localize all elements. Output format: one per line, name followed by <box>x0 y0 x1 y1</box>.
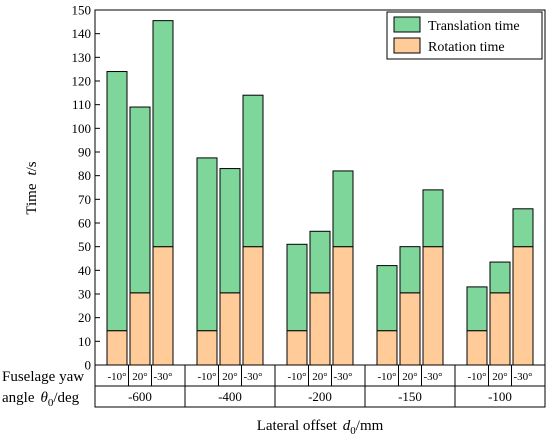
x-axis-title-unit: /mm <box>356 418 384 434</box>
bar-translation-time <box>332 170 354 248</box>
angle-label: -10° <box>107 371 126 383</box>
y-tick-label: 80 <box>78 168 91 183</box>
bar-rotation-time <box>152 246 174 366</box>
angle-label: -30° <box>243 371 262 383</box>
y-tick-label: 60 <box>78 216 91 231</box>
angle-label: 20° <box>492 371 507 383</box>
angle-label: 20° <box>222 371 237 383</box>
x-axis-title-var: d <box>343 418 351 434</box>
bar-rotation-time <box>332 246 354 366</box>
y-axis-title: Time t/s <box>24 161 40 214</box>
bar-rotation-time <box>512 246 534 366</box>
angle-label: -10° <box>377 371 396 383</box>
row-label-sub: 0 <box>48 397 54 409</box>
bar-translation-time <box>512 208 534 248</box>
group-label: -600 <box>128 389 152 404</box>
group-label: -200 <box>308 389 332 404</box>
y-tick-label: 40 <box>78 263 91 278</box>
bar-rotation-time <box>106 330 128 366</box>
y-tick-label: 110 <box>72 97 91 112</box>
angle-label: -10° <box>197 371 216 383</box>
bar-rotation-time <box>219 292 241 366</box>
bar-translation-time <box>309 230 331 294</box>
bar-translation-time <box>489 261 511 294</box>
bar-translation-time <box>129 106 151 294</box>
bar-rotation-time <box>286 330 308 366</box>
bar-translation-time <box>106 71 128 332</box>
bar-translation-time <box>242 94 264 248</box>
angle-label: 20° <box>312 371 327 383</box>
x-axis-title-sub: 0 <box>350 425 356 437</box>
row-label-pre: angle <box>2 390 35 406</box>
x-axis-title-main: Lateral offset <box>257 418 338 434</box>
category-table <box>94 364 546 408</box>
bar-rotation-time <box>399 292 421 366</box>
angle-label: 20° <box>402 371 417 383</box>
bar-rotation-time <box>309 292 331 366</box>
bars-layer <box>106 20 534 366</box>
bar-rotation-time <box>129 292 151 366</box>
angle-label: -30° <box>333 371 352 383</box>
y-tick-label: 30 <box>78 287 91 302</box>
bar-translation-time <box>152 20 174 248</box>
bar-rotation-time <box>466 330 488 366</box>
y-tick-label: 50 <box>78 239 91 254</box>
y-tick-label: 130 <box>72 50 92 65</box>
angle-labels: -10° 20° -30° -10° 20° -30° -10° 20° -30° -10° 20°… <box>107 371 532 383</box>
bar-rotation-time <box>422 246 444 366</box>
bar-translation-time <box>219 168 241 294</box>
legend-swatch-translation <box>393 16 421 33</box>
y-tick-label: 120 <box>72 74 92 89</box>
angle-label: -30° <box>513 371 532 383</box>
legend: Translation time Rotation time <box>386 11 543 60</box>
angle-label: 20° <box>132 371 147 383</box>
row-label-unit: /deg <box>53 390 79 406</box>
legend-swatch-rotation <box>393 37 421 54</box>
group-label: -150 <box>398 389 422 404</box>
row-label-line1: Fuselage yaw <box>2 369 84 385</box>
y-axis-title-main: Time <box>24 183 40 214</box>
y-tick-label: 90 <box>78 145 91 160</box>
y-tick-label: 150 <box>72 3 92 18</box>
angle-label: -10° <box>287 371 306 383</box>
angle-label: -30° <box>423 371 442 383</box>
row-label-var: θ <box>40 390 48 406</box>
legend-label-translation: Translation time <box>428 19 520 34</box>
y-tick-label: 100 <box>72 121 92 136</box>
y-axis-title-var: t <box>24 171 40 176</box>
legend-label-rotation: Rotation time <box>428 40 505 55</box>
x-axis-title: Lateral offset d0/mm <box>257 418 384 437</box>
y-tick-label: 0 <box>85 358 92 373</box>
bar-translation-time <box>466 286 488 332</box>
y-axis-title-unit: /s <box>24 161 40 171</box>
bar-translation-time <box>399 246 421 294</box>
y-tick-label: 20 <box>78 310 91 325</box>
row-label-line2: angle θ0/deg <box>2 390 80 409</box>
bar-translation-time <box>286 243 308 332</box>
bar-rotation-time <box>489 292 511 366</box>
group-labels: -600 -400 -200 -150 -100 <box>128 389 512 404</box>
bar-rotation-time <box>242 246 264 366</box>
y-tick-label: 10 <box>78 334 91 349</box>
group-label: -100 <box>488 389 512 404</box>
bar-rotation-time <box>376 330 398 366</box>
bar-rotation-time <box>196 330 218 366</box>
angle-label: -30° <box>153 371 172 383</box>
bar-translation-time <box>376 265 398 332</box>
bar-translation-time <box>196 157 218 332</box>
y-axis: 0 10 20 30 40 50 60 70 80 90 100 110 120 130 140 150 <box>72 3 100 373</box>
group-label: -400 <box>218 389 242 404</box>
angle-label: -10° <box>467 371 486 383</box>
y-tick-label: 140 <box>72 26 92 41</box>
bar-translation-time <box>422 189 444 248</box>
y-tick-label: 70 <box>78 192 91 207</box>
